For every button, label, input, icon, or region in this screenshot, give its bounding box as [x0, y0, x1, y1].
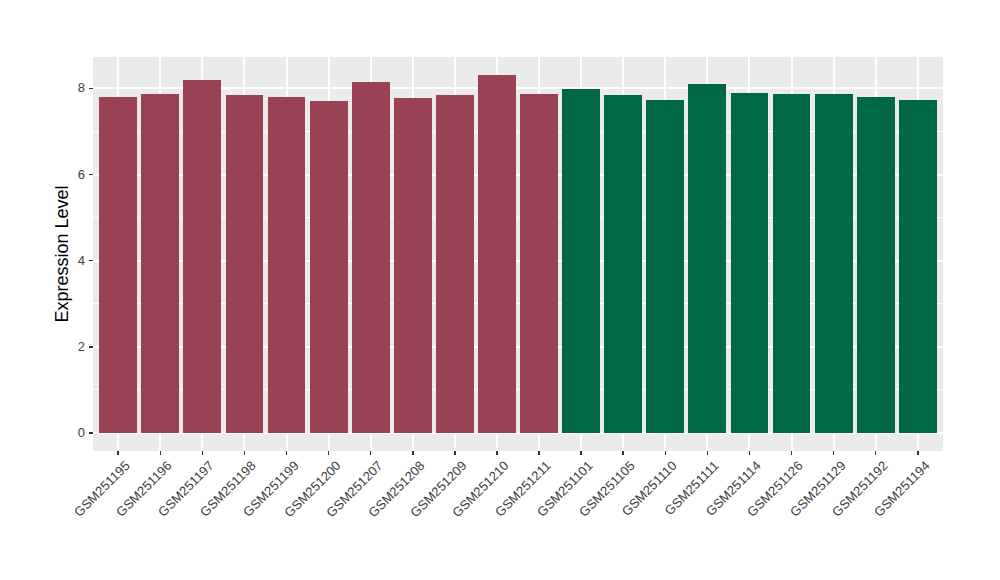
x-tick-mark — [370, 451, 372, 455]
x-tick-mark — [117, 451, 119, 455]
x-tick-mark — [412, 451, 414, 455]
y-tick-label: 6 — [41, 167, 85, 183]
y-tick-mark — [89, 88, 93, 90]
bar — [815, 94, 853, 433]
bar — [604, 95, 642, 433]
y-tick-label: 8 — [41, 80, 85, 96]
bar — [899, 100, 937, 432]
bar — [688, 84, 726, 433]
y-tick-mark — [89, 260, 93, 262]
x-tick-mark — [622, 451, 624, 455]
x-tick-mark — [791, 451, 793, 455]
y-axis-title: Expression Level — [52, 185, 73, 322]
bar — [562, 89, 600, 433]
x-tick-mark — [538, 451, 540, 455]
x-tick-mark — [665, 451, 667, 455]
bar — [394, 98, 432, 433]
bar — [731, 93, 769, 433]
bar — [226, 95, 264, 433]
x-tick-mark — [160, 451, 162, 455]
x-tick-mark — [496, 451, 498, 455]
x-tick-mark — [749, 451, 751, 455]
x-tick-mark — [202, 451, 204, 455]
x-tick-mark — [454, 451, 456, 455]
x-tick-mark — [833, 451, 835, 455]
bar — [478, 75, 516, 433]
bar — [141, 94, 179, 433]
x-tick-mark — [580, 451, 582, 455]
bar — [352, 82, 390, 433]
y-tick-mark — [89, 432, 93, 434]
x-tick-mark — [917, 451, 919, 455]
bar — [310, 101, 348, 433]
bar — [436, 95, 474, 433]
bar — [268, 97, 306, 432]
y-tick-label: 0 — [41, 425, 85, 441]
bar — [857, 97, 895, 433]
bar — [99, 97, 137, 432]
x-tick-mark — [875, 451, 877, 455]
x-tick-mark — [286, 451, 288, 455]
x-tick-mark — [707, 451, 709, 455]
y-tick-label: 2 — [41, 339, 85, 355]
bar — [773, 94, 811, 432]
x-tick-mark — [244, 451, 246, 455]
bar — [520, 94, 558, 433]
bar — [183, 80, 221, 433]
bar-chart-figure: 02468GSM251195GSM251196GSM251197GSM25119… — [0, 0, 1000, 580]
y-tick-mark — [89, 174, 93, 176]
bar — [646, 100, 684, 433]
y-tick-mark — [89, 346, 93, 348]
x-tick-mark — [328, 451, 330, 455]
